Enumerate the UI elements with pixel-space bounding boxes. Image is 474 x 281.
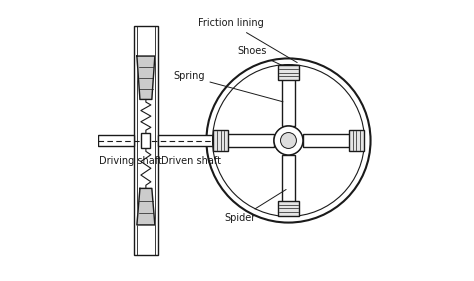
Circle shape [206, 58, 371, 223]
Bar [213, 130, 228, 151]
Text: Spider: Spider [225, 189, 286, 223]
Text: Friction lining: Friction lining [198, 19, 297, 63]
Bar [98, 135, 134, 146]
Bar [214, 133, 274, 148]
Text: Spring: Spring [173, 71, 283, 102]
Text: Shoes: Shoes [237, 46, 293, 71]
Bar [278, 201, 299, 216]
Circle shape [281, 133, 296, 148]
Bar [282, 66, 295, 126]
Text: Driven shaft: Driven shaft [161, 156, 221, 166]
Bar [282, 155, 295, 215]
Polygon shape [137, 188, 155, 225]
Bar [278, 65, 299, 80]
Polygon shape [137, 56, 155, 99]
Bar [141, 133, 150, 148]
Circle shape [212, 65, 365, 216]
Bar [134, 26, 158, 255]
Circle shape [274, 126, 303, 155]
Bar [349, 130, 364, 151]
Circle shape [281, 133, 296, 148]
Circle shape [274, 126, 303, 155]
Bar [158, 135, 219, 146]
Bar [303, 133, 363, 148]
Text: Driving shaft: Driving shaft [99, 156, 162, 166]
